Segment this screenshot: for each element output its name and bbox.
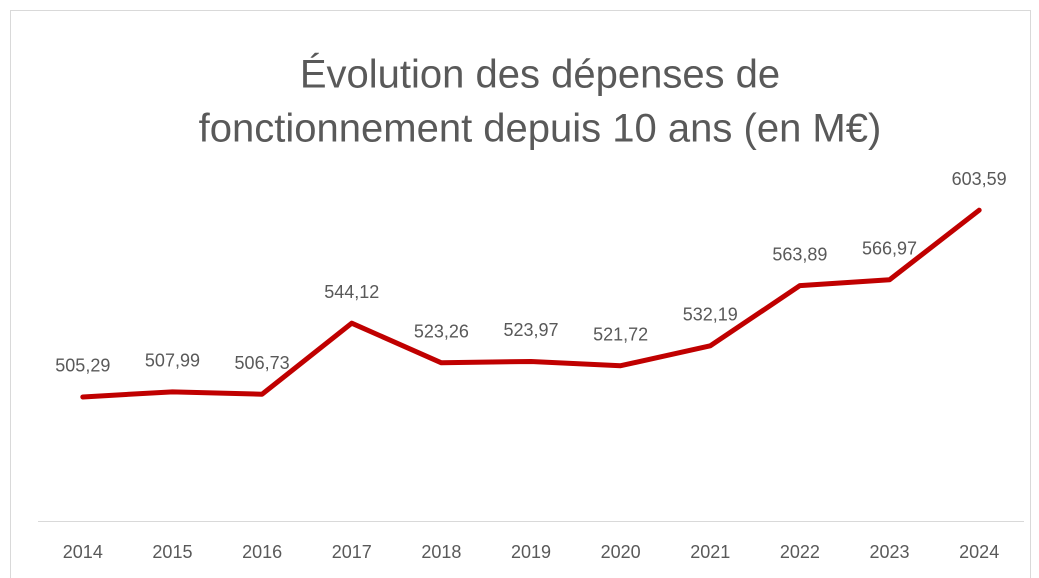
x-tick-label: 2023 <box>870 542 910 562</box>
data-label: 532,19 <box>683 305 738 325</box>
data-label: 563,89 <box>772 244 827 264</box>
x-tick-label: 2022 <box>780 542 820 562</box>
chart-border <box>10 10 1031 578</box>
chart-title: fonctionnement depuis 10 ans (en M€) <box>199 107 882 151</box>
x-tick-label: 2021 <box>690 542 730 562</box>
x-tick-label: 2024 <box>959 542 999 562</box>
x-tick-label: 2019 <box>511 542 551 562</box>
data-label: 603,59 <box>952 169 1007 189</box>
chart-title: Évolution des dépenses de <box>300 52 780 97</box>
x-tick-label: 2020 <box>601 542 641 562</box>
data-line <box>80 207 982 400</box>
data-label: 506,73 <box>235 353 290 373</box>
data-label: 523,97 <box>503 320 558 340</box>
data-label: 505,29 <box>55 356 110 376</box>
data-label: 521,72 <box>593 324 648 344</box>
x-tick-label: 2018 <box>421 542 461 562</box>
x-tick-label: 2017 <box>332 542 372 562</box>
x-tick-label: 2016 <box>242 542 282 562</box>
data-label: 544,12 <box>324 282 379 302</box>
data-label: 523,26 <box>414 322 469 342</box>
x-tick-label: 2014 <box>63 542 103 562</box>
data-label: 566,97 <box>862 239 917 259</box>
x-tick-label: 2015 <box>152 542 192 562</box>
data-label: 507,99 <box>145 351 200 371</box>
